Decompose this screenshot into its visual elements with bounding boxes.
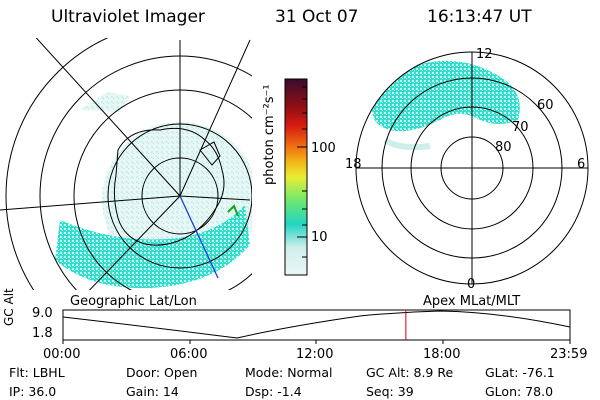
lat-label-80: 80 xyxy=(495,140,512,155)
dsp-info: Dsp: -1.4 xyxy=(245,384,302,399)
timeline-xtick-3: 18:00 xyxy=(423,347,461,362)
filter-info: Flt: LBHL xyxy=(9,365,65,380)
timeline-xtick-2: 12:00 xyxy=(296,347,334,362)
timeline-xtick-0: 00:00 xyxy=(43,347,81,362)
timeline-xtick-1: 06:00 xyxy=(170,347,208,362)
gc-alt-info: GC Alt: 8.9 Re xyxy=(366,365,454,380)
aurora-band xyxy=(55,205,250,289)
mode-info: Mode: Normal xyxy=(245,365,333,380)
lat-label-60: 60 xyxy=(537,98,554,113)
mlt-label-6: 6 xyxy=(577,157,586,172)
dayside-marker xyxy=(227,204,239,217)
glon-info: GLon: 78.0 xyxy=(485,384,554,399)
timeline-xtick-4: 23:59 xyxy=(550,347,588,362)
door-info: Door: Open xyxy=(126,365,198,380)
satellite-track xyxy=(179,195,219,279)
right-map-title: Apex MLat/MLT xyxy=(423,294,521,309)
timeline-ytick-max: 9.0 xyxy=(32,306,53,321)
gain-info: Gain: 14 xyxy=(126,384,179,399)
left-map-title: Geographic Lat/Lon xyxy=(70,294,197,309)
mlt-label-18: 18 xyxy=(345,157,362,172)
lat-label-70: 70 xyxy=(512,120,529,135)
colorbar xyxy=(284,78,308,276)
timeline-ytick-min: 1.8 xyxy=(32,326,53,341)
coastline xyxy=(113,127,225,246)
altitude-curve xyxy=(62,310,571,339)
ip-info: IP: 36.0 xyxy=(9,384,57,399)
seq-info: Seq: 39 xyxy=(366,384,414,399)
instrument-title: Ultraviolet Imager xyxy=(51,7,205,27)
mlt-label-0: 0 xyxy=(467,277,476,292)
observation-time: 16:13:47 UT xyxy=(427,7,532,27)
aurora-patch xyxy=(80,92,130,112)
glat-info: GLat: -76.1 xyxy=(485,365,555,380)
colorbar-tick-100: 100 xyxy=(311,141,336,156)
observation-date: 31 Oct 07 xyxy=(275,7,359,27)
colorbar-tick-10: 10 xyxy=(311,230,328,245)
mlt-label-12: 12 xyxy=(476,47,493,62)
